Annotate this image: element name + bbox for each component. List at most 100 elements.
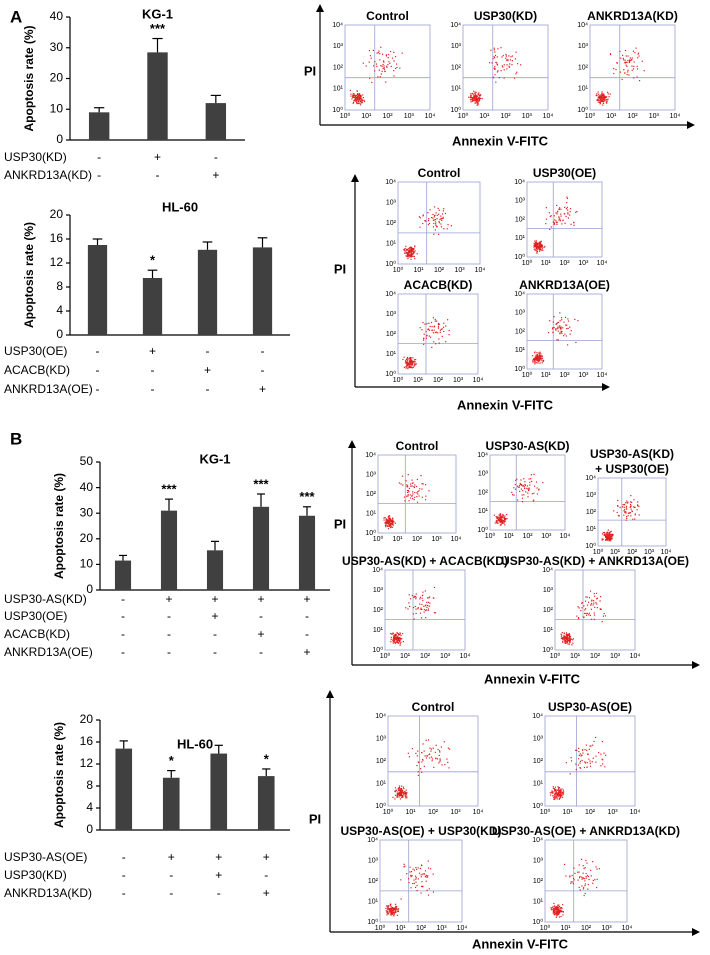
flow-y-label: PI xyxy=(304,63,316,78)
dot xyxy=(557,905,558,906)
dot xyxy=(497,517,498,518)
dot xyxy=(553,316,554,317)
dot xyxy=(472,99,473,100)
dot xyxy=(423,483,424,484)
dot xyxy=(371,58,372,59)
dot xyxy=(421,752,422,753)
dot xyxy=(493,56,494,57)
flow-y-tick-label: 10⁰ xyxy=(542,646,553,654)
dot xyxy=(399,482,400,483)
dot xyxy=(416,492,417,493)
dot xyxy=(572,875,573,876)
dot xyxy=(405,797,406,798)
dot xyxy=(352,95,353,96)
dot xyxy=(554,796,555,797)
flow-x-tick-label: 10⁴ xyxy=(451,536,462,543)
dot xyxy=(405,794,406,795)
dot xyxy=(396,632,397,633)
condition-mark: - xyxy=(121,627,125,641)
flow-x-tick-label: 10² xyxy=(559,372,570,379)
dot xyxy=(637,509,638,510)
dot xyxy=(495,522,496,523)
dot xyxy=(605,99,606,100)
dot xyxy=(582,749,583,750)
dot xyxy=(421,604,422,605)
dot xyxy=(386,67,387,68)
dot xyxy=(552,792,553,793)
dot xyxy=(590,590,591,591)
condition-mark: + xyxy=(204,363,211,377)
dot xyxy=(626,55,627,56)
dot xyxy=(386,54,387,55)
dot xyxy=(356,103,357,104)
flow-x-tick-label: 10² xyxy=(590,653,601,660)
dot xyxy=(423,606,424,607)
dot xyxy=(434,216,435,217)
dot xyxy=(546,207,547,208)
dot xyxy=(530,478,531,479)
dot xyxy=(388,57,389,58)
dot xyxy=(400,483,401,484)
dot xyxy=(585,876,586,877)
dot xyxy=(605,539,606,540)
dot xyxy=(391,914,392,915)
dot xyxy=(405,607,406,608)
dot xyxy=(391,520,392,521)
dot xyxy=(399,641,400,642)
dot xyxy=(561,788,562,789)
dot xyxy=(595,756,596,757)
dot xyxy=(432,214,433,215)
dot xyxy=(633,66,634,67)
dot xyxy=(415,876,416,877)
dot xyxy=(388,516,389,517)
dot xyxy=(606,102,607,103)
dot xyxy=(376,53,377,54)
dot xyxy=(391,66,392,67)
y-axis-label: Apoptosis rate (%) xyxy=(52,722,66,828)
y-tick-label: 0 xyxy=(56,327,63,341)
dot xyxy=(599,868,600,869)
dot xyxy=(573,878,574,879)
dot xyxy=(502,65,503,66)
dot xyxy=(502,515,503,516)
dot xyxy=(424,609,425,610)
flow-x-tick-label: 10¹ xyxy=(560,925,571,932)
flow-x-tick-label: 10³ xyxy=(578,260,589,267)
dot xyxy=(439,751,440,752)
dot xyxy=(416,593,417,594)
dot xyxy=(585,762,586,763)
flow-x-label: Annexin V-FITC xyxy=(452,133,549,148)
flow-x-label: Annexin V-FITC xyxy=(484,671,581,686)
dot xyxy=(395,68,396,69)
dot xyxy=(407,252,408,253)
bar xyxy=(115,561,131,590)
dot xyxy=(470,99,471,100)
dot xyxy=(354,97,355,98)
dot xyxy=(584,880,585,881)
dot xyxy=(412,357,413,358)
dot xyxy=(422,595,423,596)
dot xyxy=(591,603,592,604)
dot xyxy=(596,603,597,604)
dot xyxy=(366,65,367,66)
condition-name: USP30(KD) xyxy=(4,150,67,164)
dot xyxy=(425,484,426,485)
dot xyxy=(493,58,494,59)
arrow xyxy=(602,383,610,391)
dot xyxy=(566,335,567,336)
dot xyxy=(500,517,501,518)
dot xyxy=(534,361,535,362)
flow-x-tick-label: 10² xyxy=(416,925,427,932)
dot xyxy=(448,334,449,335)
dot xyxy=(585,883,586,884)
dot xyxy=(560,215,561,216)
dot xyxy=(570,636,571,637)
flow-x-tick-label: 10¹ xyxy=(413,377,424,384)
dot xyxy=(438,328,439,329)
dot xyxy=(432,217,433,218)
dot xyxy=(399,792,400,793)
dot xyxy=(413,607,414,608)
dot xyxy=(408,753,409,754)
dot xyxy=(536,244,537,245)
dot xyxy=(591,875,592,876)
